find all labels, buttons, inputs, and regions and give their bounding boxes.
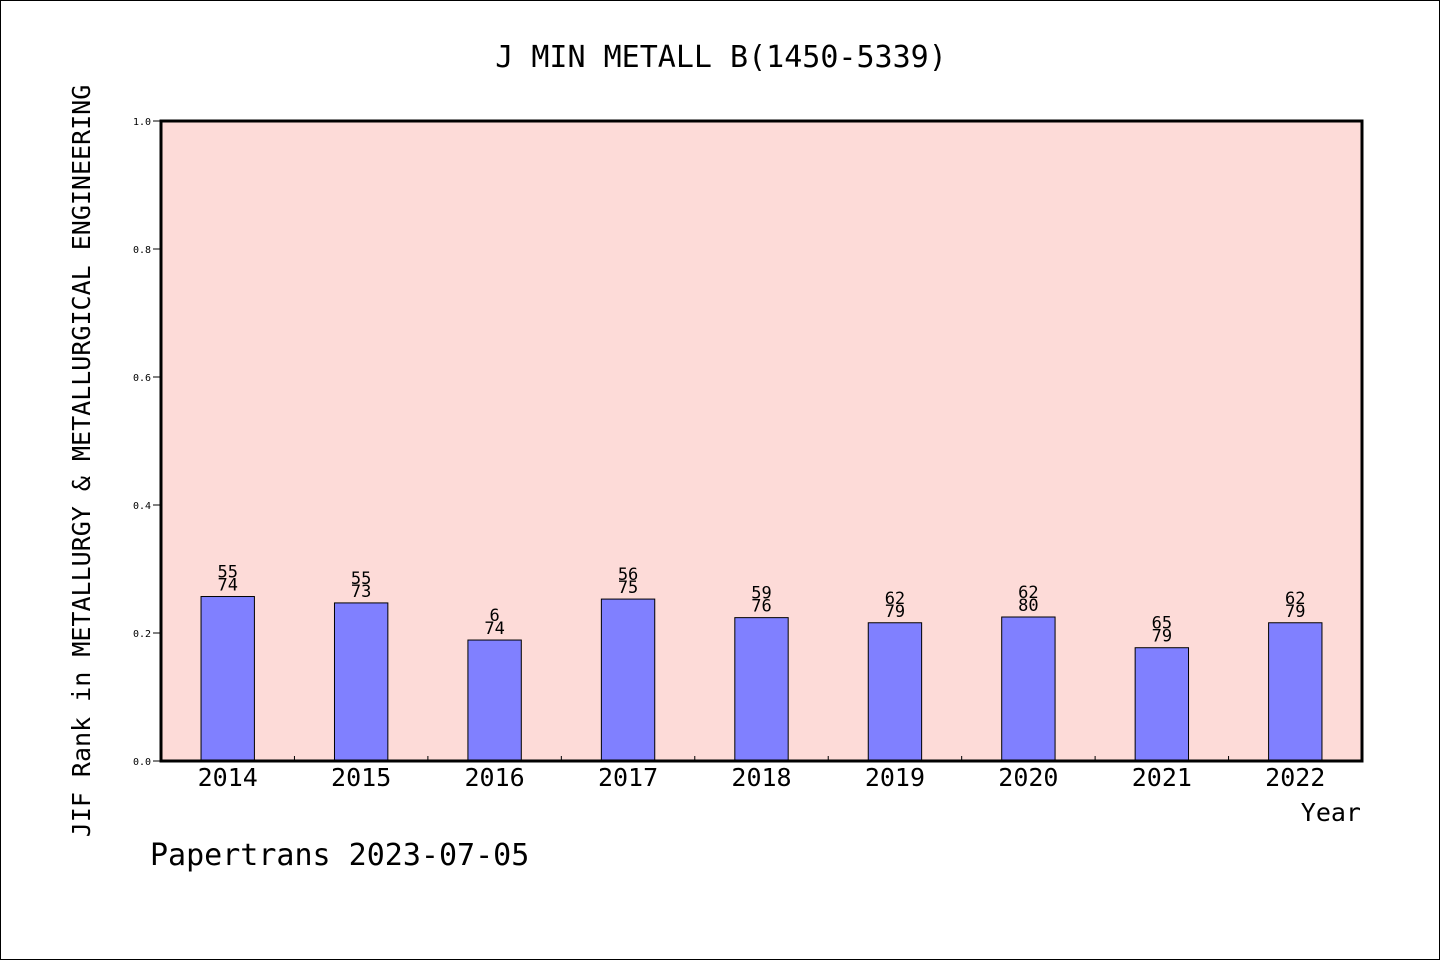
- y-axis-label: JIF Rank in METALLURGY & METALLURGICAL E…: [67, 85, 96, 838]
- x-tick-label: 2022: [1265, 763, 1325, 792]
- y-tick-label: 0.0: [133, 757, 151, 768]
- bar-rank-label: 59: [751, 584, 771, 604]
- bar-total-label: 74: [217, 576, 237, 596]
- bar-rank-label: 55: [217, 563, 237, 583]
- bar-total-label: 75: [618, 578, 638, 598]
- x-axis-label: Year: [1301, 798, 1361, 827]
- bar-2016: [467, 639, 522, 762]
- bar-rank-label: 62: [1018, 583, 1038, 603]
- bar-rank-label: 65: [1152, 614, 1172, 634]
- x-tick-label: 2017: [598, 763, 658, 792]
- bar-rank-label: 55: [351, 569, 371, 589]
- bar-total-label: 76: [751, 597, 771, 617]
- bar-total-label: 79: [885, 602, 905, 622]
- x-tick-label: 2019: [865, 763, 925, 792]
- bar-total-label: 79: [1152, 627, 1172, 647]
- y-tick-label: 0.4: [133, 501, 151, 512]
- bar-rank-label: 56: [618, 565, 638, 585]
- bar-2020: [1001, 616, 1056, 762]
- y-tick-label: 0.2: [133, 629, 151, 640]
- bar-total-label: 73: [351, 582, 371, 602]
- bar-total-label: 74: [484, 619, 504, 639]
- chart-title: J MIN METALL B(1450-5339): [495, 40, 947, 75]
- axis-ticks: 2014 2015 2016 2017 2018 2019 2020 2021 2022 0.0 0…: [133, 117, 1325, 792]
- bar-2015: [333, 602, 389, 762]
- bar-2021: [1134, 647, 1190, 762]
- bar-rank-label: 62: [885, 589, 905, 609]
- y-tick-label: 1.0: [133, 117, 151, 128]
- x-tick-label: 2015: [331, 763, 391, 792]
- x-tick-label: 2014: [198, 763, 258, 792]
- x-tick-label: 2018: [731, 763, 791, 792]
- bar-2014: [200, 596, 255, 762]
- bar-total-label: 79: [1285, 602, 1305, 622]
- y-tick-label: 0.6: [133, 373, 151, 384]
- bar-total-label: 80: [1018, 596, 1038, 616]
- bar-2019: [867, 622, 923, 762]
- y-tick-label: 0.8: [133, 245, 151, 256]
- bar-rank-label: 6: [489, 606, 499, 626]
- x-tick-label: 2020: [998, 763, 1058, 792]
- x-tick-label: 2016: [465, 763, 525, 792]
- footer-text: Papertrans 2023-07-05: [150, 838, 529, 873]
- bar-2017: [600, 598, 656, 762]
- bar-2018: [734, 617, 789, 762]
- bar-2022: [1268, 622, 1323, 762]
- plot-border: [159, 119, 1364, 763]
- x-tick-label: 2021: [1132, 763, 1192, 792]
- bar-rank-label: 62: [1285, 589, 1305, 609]
